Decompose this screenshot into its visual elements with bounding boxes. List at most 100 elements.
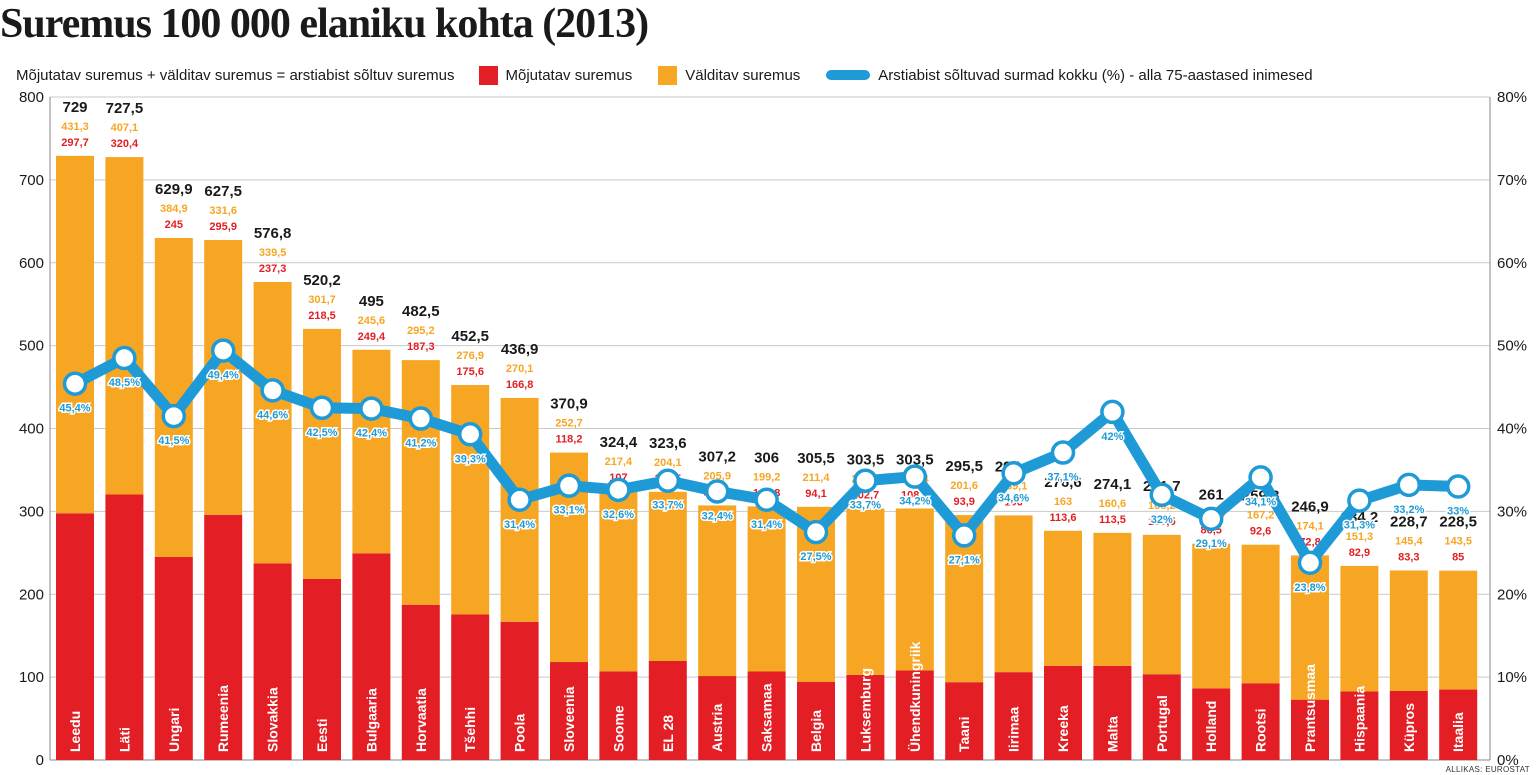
mojutatav-label: 166,8 xyxy=(506,379,534,391)
percentage-point xyxy=(62,371,88,396)
mojutatav-label: 118,2 xyxy=(556,434,583,446)
mojutatav-label: 237,3 xyxy=(259,263,287,275)
bar-segment-mojutatav xyxy=(500,621,539,760)
bar-segment-mojutatav xyxy=(154,556,193,760)
category-label: Slovakkia xyxy=(265,687,281,752)
bar-segment-mojutatav xyxy=(698,676,737,760)
y-left-tick-label: 600 xyxy=(19,255,44,272)
bar-segment-valditav xyxy=(253,281,292,564)
bar-segment-mojutatav xyxy=(352,553,391,760)
bar-segment-valditav xyxy=(352,349,391,554)
bar-segment-mojutatav xyxy=(1340,691,1379,760)
valditav-label: 431,3 xyxy=(61,121,89,133)
mojutatav-label: 82,9 xyxy=(1349,547,1370,559)
percentage-label: 44,6% xyxy=(257,409,288,421)
bar-segment-mojutatav xyxy=(550,662,588,760)
bar-segment-mojutatav xyxy=(599,671,638,760)
y-left-tick-label: 400 xyxy=(19,421,44,438)
bar-segment-mojutatav xyxy=(401,604,440,760)
category-label: Eesti xyxy=(314,719,330,752)
mojutatav-label: 92,6 xyxy=(1250,526,1271,538)
valditav-label: 143,5 xyxy=(1444,536,1472,548)
bar-segment-mojutatav xyxy=(895,670,934,760)
valditav-label: 205,9 xyxy=(703,470,731,482)
total-label: 520,2 xyxy=(303,272,341,289)
percentage-label: 33,7% xyxy=(850,500,881,512)
category-label: Itaalia xyxy=(1450,712,1466,752)
total-label: 323,6 xyxy=(649,435,687,452)
y-right-tick-label: 30% xyxy=(1497,503,1527,520)
total-label: 303,5 xyxy=(847,451,885,468)
y-left-tick-label: 500 xyxy=(19,338,44,355)
valditav-label: 160,6 xyxy=(1099,498,1127,510)
percentage-point xyxy=(1396,472,1422,498)
total-label: 370,9 xyxy=(550,396,588,413)
bar-segment-valditav xyxy=(1142,534,1181,675)
mojutatav-label: 175,6 xyxy=(456,366,484,378)
bar-segment-mojutatav xyxy=(1389,690,1428,760)
bar-segment-valditav xyxy=(401,360,440,605)
valditav-label: 199,2 xyxy=(753,471,781,483)
bar-segment-valditav xyxy=(1389,570,1428,691)
legend-label-valditav: Välditav suremus xyxy=(685,66,801,84)
percentage-label: 33,1% xyxy=(553,505,584,517)
y-left-tick-label: 0 xyxy=(36,752,44,769)
percentage-label: 33% xyxy=(1447,506,1469,518)
bar-segment-mojutatav xyxy=(303,578,341,760)
percentage-point xyxy=(457,422,483,447)
legend-swatch-orange xyxy=(658,65,678,85)
valditav-label: 295,2 xyxy=(407,325,435,337)
total-label: 436,9 xyxy=(501,341,539,358)
valditav-label: 301,7 xyxy=(308,294,336,306)
total-label: 729 xyxy=(62,99,87,116)
percentage-label: 27,5% xyxy=(800,551,831,563)
total-label: 305,5 xyxy=(797,450,835,467)
percentage-label: 33,7% xyxy=(652,500,683,512)
valditav-label: 339,5 xyxy=(259,247,287,259)
percentage-label: 45,4% xyxy=(59,403,90,415)
mojutatav-label: 249,4 xyxy=(358,331,386,343)
legend-label-mojutatav: Mõjutatav suremus xyxy=(505,66,633,84)
category-label: Iirimaa xyxy=(1006,707,1022,752)
percentage-point xyxy=(359,396,384,421)
valditav-label: 252,7 xyxy=(555,418,583,430)
y-right-tick-label: 80% xyxy=(1497,89,1527,106)
category-label: EL 28 xyxy=(660,715,676,752)
category-label: Kreeka xyxy=(1055,705,1071,752)
category-label: Saksamaa xyxy=(759,683,775,752)
valditav-label: 276,9 xyxy=(456,350,484,362)
category-label: Bulgaaria xyxy=(363,688,379,752)
legend-swatch-red xyxy=(478,65,498,85)
percentage-point xyxy=(556,473,582,498)
bar-segment-mojutatav xyxy=(1439,689,1478,760)
percentage-point xyxy=(655,468,681,493)
percentage-point xyxy=(1297,550,1323,576)
percentage-point xyxy=(902,464,928,489)
bar-segment-valditav xyxy=(648,491,687,661)
mojutatav-label: 113,5 xyxy=(1099,514,1126,526)
bar-segment-valditav xyxy=(1291,555,1329,700)
percentage-point xyxy=(309,395,335,421)
percentage-label: 29,1% xyxy=(1196,538,1227,550)
percentage-point xyxy=(1248,465,1273,490)
legend-item-line: Arstiabist sõltuvad surmad kokku (%) - a… xyxy=(826,67,1313,84)
total-label: 274,1 xyxy=(1094,476,1132,493)
bar-segment-mojutatav xyxy=(1044,665,1082,760)
y-left-tick-label: 700 xyxy=(19,172,44,189)
valditav-label: 201,6 xyxy=(950,480,978,492)
percentage-point xyxy=(210,338,236,363)
bar-segment-mojutatav xyxy=(945,682,984,760)
percentage-label: 49,4% xyxy=(208,370,239,382)
y-right-tick-label: 0% xyxy=(1497,752,1519,769)
percentage-point xyxy=(803,519,829,545)
category-label: Rootsi xyxy=(1253,708,1269,752)
category-label: Ühendkuningriik xyxy=(907,641,923,752)
category-label: Leedu xyxy=(67,711,83,752)
percentage-label: 34,6% xyxy=(998,492,1029,504)
category-label: Tšehhi xyxy=(462,707,478,752)
category-label: Austria xyxy=(709,704,725,752)
bar-segment-mojutatav xyxy=(846,674,885,760)
mojutatav-label: 113,6 xyxy=(1050,512,1077,524)
total-label: 576,8 xyxy=(254,225,292,242)
mojutatav-label: 85 xyxy=(1452,552,1464,564)
